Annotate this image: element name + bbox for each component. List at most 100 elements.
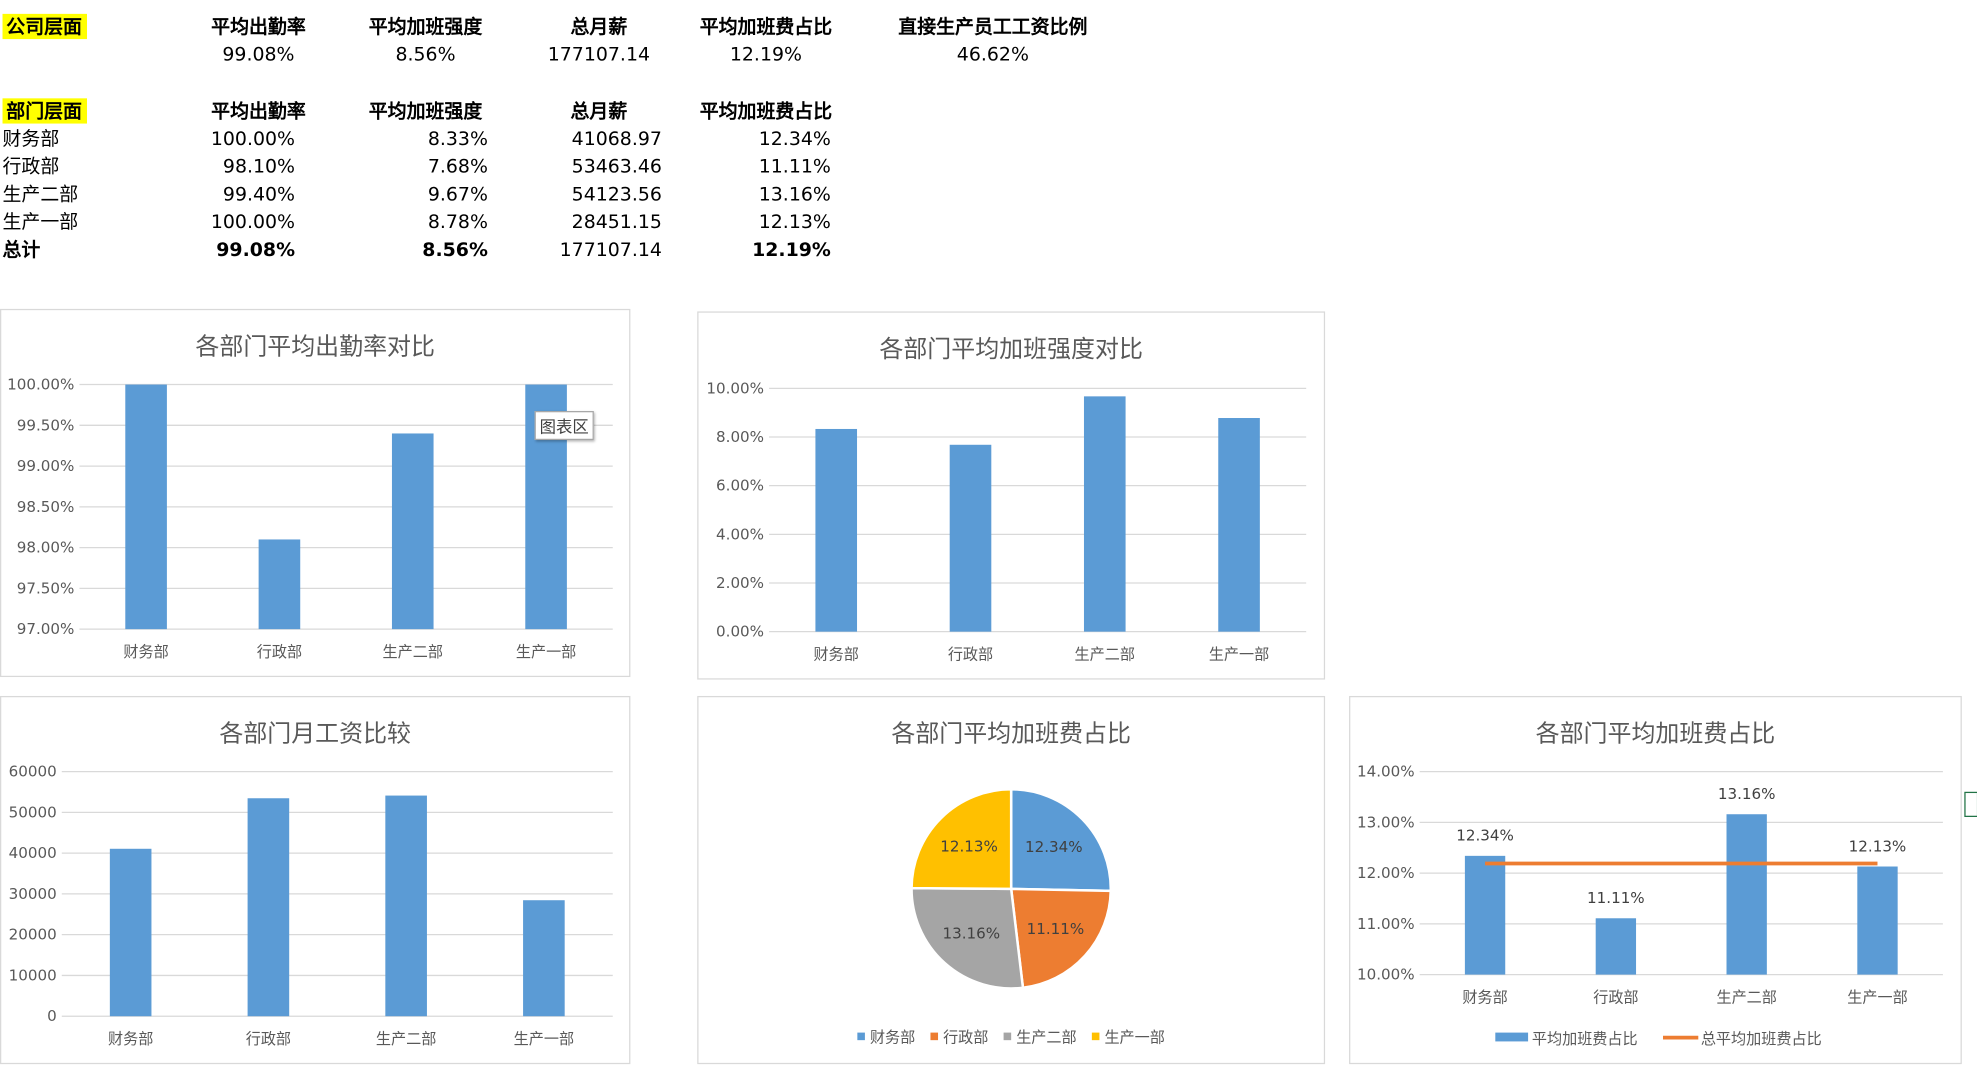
- dept-row-cell[interactable]: 53463.46: [571, 155, 662, 178]
- combo-chart-plot: 10.00% 11.00% 12.00% 13.00% 14.00% 财务部 12.34% 行…: [1357, 763, 1943, 1048]
- selection-handle[interactable]: [1964, 791, 1977, 817]
- bar: [1218, 418, 1260, 632]
- y-tick-label: 98.00%: [17, 539, 75, 557]
- company-header[interactable]: 总月薪: [570, 15, 628, 38]
- data-label: 12.34%: [1456, 827, 1514, 845]
- pie-chart-plot: 12.34% 11.11% 13.16% 12.13% 财务部 行政部 生产二部 生产一部: [857, 787, 1165, 1047]
- department-header[interactable]: 平均加班费占比: [699, 99, 833, 123]
- x-tick-label: 财务部: [123, 643, 168, 661]
- dept-row-cell[interactable]: 13.16%: [758, 182, 831, 206]
- dept-row-cell[interactable]: 8.78%: [427, 210, 488, 234]
- y-tick-label: 0.00%: [716, 623, 764, 641]
- chart-title: 各部门平均加班费占比: [891, 719, 1131, 748]
- slice-label: 11.11%: [1027, 920, 1085, 938]
- x-tick-label: 生产二部: [383, 643, 443, 661]
- total-row-cell[interactable]: 177107.14: [559, 238, 662, 261]
- y-tick-label: 98.50%: [17, 498, 75, 516]
- bar: [247, 798, 290, 1017]
- dept-row-cell[interactable]: 8.33%: [427, 127, 488, 151]
- dept-row-cell[interactable]: 12.34%: [758, 127, 831, 151]
- y-tick-label: 50000: [9, 803, 57, 821]
- y-tick-label: 4.00%: [716, 525, 764, 543]
- dept-row-cell[interactable]: 99.40%: [222, 182, 296, 206]
- total-row-cell[interactable]: 8.56%: [422, 238, 488, 261]
- dept-row-cell[interactable]: 100.00%: [210, 210, 296, 234]
- slice-label: 12.13%: [940, 837, 998, 855]
- department-header[interactable]: 平均出勤率: [211, 99, 306, 123]
- company-value[interactable]: 99.08%: [222, 42, 295, 66]
- x-tick-label: 财务部: [108, 1030, 153, 1048]
- bar: [1464, 855, 1506, 975]
- total-row-cell[interactable]: 99.08%: [216, 238, 296, 261]
- x-tick-label: 行政部: [1593, 988, 1638, 1006]
- dept-row-name[interactable]: 生产二部: [2, 182, 79, 206]
- x-tick-label: 生产二部: [376, 1030, 436, 1048]
- bar: [125, 384, 167, 630]
- bar: [1726, 814, 1767, 975]
- y-tick-label: 10.00%: [1357, 966, 1415, 984]
- total-row-cell[interactable]: 12.19%: [752, 238, 831, 261]
- x-tick-label: 生产一部: [514, 1030, 574, 1048]
- department-level-label[interactable]: 部门层面: [2, 98, 88, 124]
- salary-chart[interactable]: 各部门月工资比较 0 10000 20000 30000 40000 50000 60000…: [0, 695, 631, 1065]
- attendance-chart-plot: 97.00% 97.50% 98.00% 98.50% 99.00% 99.50% 100.…: [7, 376, 613, 661]
- dept-row-name[interactable]: 生产一部: [2, 210, 79, 234]
- pie-slice: [1009, 787, 1113, 893]
- bar: [523, 900, 565, 1017]
- x-tick-label: 生产一部: [1209, 645, 1269, 663]
- x-tick-label: 行政部: [948, 645, 993, 663]
- y-tick-label: 97.50%: [17, 579, 75, 597]
- pie-chart[interactable]: 各部门平均加班费占比 12.34% 11.11% 13.16% 12.13% 财务部 行政…: [697, 695, 1326, 1065]
- company-header[interactable]: 直接生产员工工资比例: [898, 15, 1088, 38]
- y-tick-label: 14.00%: [1357, 763, 1415, 781]
- y-tick-label: 20000: [9, 926, 57, 944]
- dept-row-cell[interactable]: 100.00%: [210, 127, 296, 151]
- legend-swatch: [1495, 1032, 1529, 1042]
- company-header[interactable]: 平均加班费占比: [699, 15, 833, 38]
- bar: [1595, 918, 1637, 975]
- total-row-name[interactable]: 总计: [2, 238, 41, 261]
- dept-row-cell[interactable]: 54123.56: [571, 182, 662, 206]
- dept-row-cell[interactable]: 9.67%: [427, 182, 488, 206]
- department-header[interactable]: 平均加班强度: [368, 99, 483, 123]
- x-tick-label: 生产二部: [1716, 988, 1776, 1006]
- dept-row-cell[interactable]: 11.11%: [758, 155, 831, 178]
- company-value[interactable]: 8.56%: [395, 42, 456, 66]
- bar: [385, 795, 427, 1017]
- y-tick-label: 12.00%: [1357, 864, 1415, 882]
- dept-row-cell[interactable]: 12.13%: [758, 210, 831, 234]
- dept-row-name[interactable]: 行政部: [2, 155, 60, 178]
- dept-row-cell[interactable]: 41068.97: [571, 127, 662, 151]
- y-tick-label: 11.00%: [1357, 915, 1415, 933]
- data-label: 12.13%: [1849, 837, 1907, 855]
- legend-label: 财务部: [870, 1029, 915, 1047]
- company-level-label[interactable]: 公司层面: [2, 13, 88, 40]
- dept-row-name[interactable]: 财务部: [2, 127, 60, 151]
- y-tick-label: 97.00%: [17, 620, 75, 638]
- y-tick-label: 8.00%: [716, 428, 764, 446]
- x-tick-label: 生产二部: [1075, 645, 1135, 663]
- legend-swatch: [1091, 1032, 1100, 1041]
- company-header[interactable]: 平均加班强度: [368, 15, 483, 38]
- chart-title: 各部门平均加班费占比: [1535, 719, 1776, 748]
- overtime-chart[interactable]: 各部门平均加班强度对比 0.00% 2.00% 4.00% 6.00% 8.00% 10.…: [697, 311, 1326, 680]
- pie-slice: [910, 787, 1013, 891]
- attendance-chart[interactable]: 各部门平均出勤率对比 97.00% 97.50% 98.00% 98.50% 99.00…: [0, 308, 631, 678]
- dept-row-cell[interactable]: 98.10%: [222, 155, 296, 178]
- company-header[interactable]: 平均出勤率: [211, 15, 306, 38]
- x-tick-label: 财务部: [814, 645, 859, 663]
- department-header[interactable]: 总月薪: [570, 99, 628, 123]
- company-value[interactable]: 46.62%: [956, 42, 1029, 66]
- y-tick-label: 10.00%: [706, 379, 764, 397]
- dept-row-cell[interactable]: 7.68%: [427, 155, 488, 178]
- combo-chart[interactable]: 各部门平均加班费占比 10.00% 11.00% 12.00% 13.00% 14.00…: [1349, 695, 1962, 1065]
- slice-label: 13.16%: [943, 924, 1001, 942]
- company-value[interactable]: 12.19%: [729, 42, 802, 66]
- dept-row-cell[interactable]: 28451.15: [571, 210, 662, 234]
- y-tick-label: 99.00%: [17, 457, 75, 475]
- legend-swatch: [1003, 1032, 1012, 1041]
- y-tick-label: 40000: [9, 844, 57, 862]
- salary-chart-plot: 0 10000 20000 30000 40000 50000 60000 财务部 行政部 生产二…: [9, 763, 613, 1048]
- company-value[interactable]: 177107.14: [547, 42, 651, 66]
